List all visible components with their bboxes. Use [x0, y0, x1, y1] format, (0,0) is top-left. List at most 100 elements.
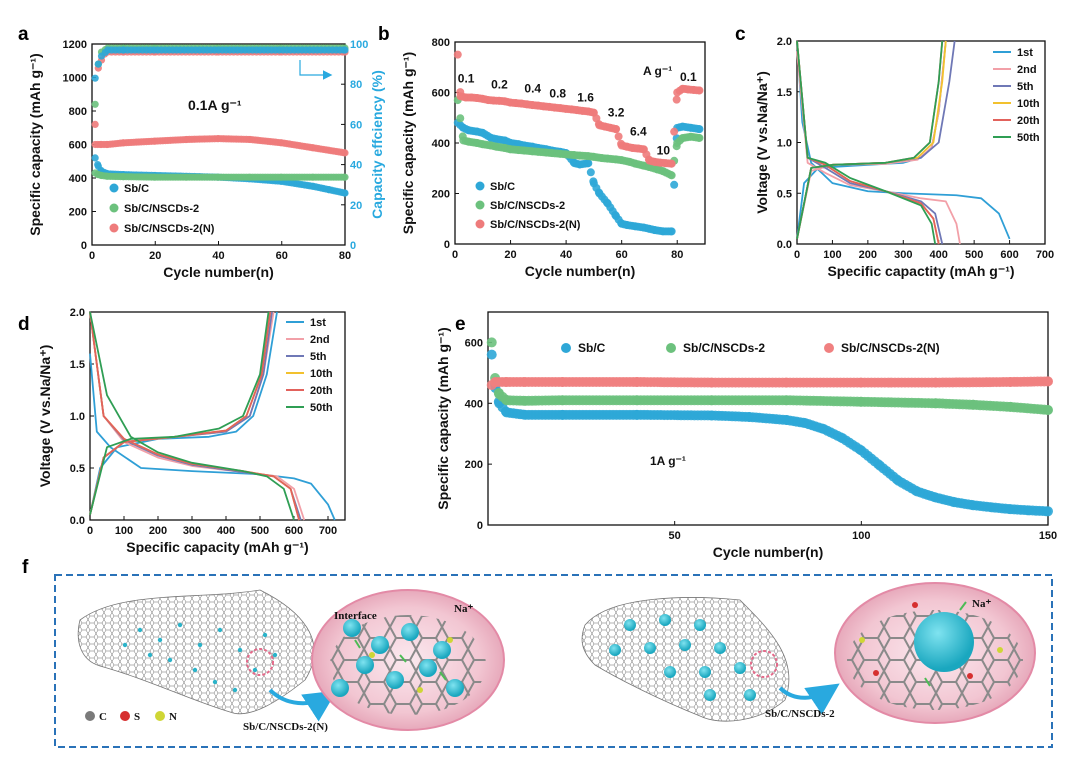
x-tick-label: 700	[1036, 249, 1054, 261]
point-sb-c-nscds-2-n-	[453, 50, 462, 59]
y-tick-label: 200	[69, 207, 87, 219]
legend-marker	[109, 183, 119, 193]
legend-label: 20th	[1017, 115, 1040, 127]
curve-50th-charge	[796, 40, 944, 240]
y-axis-label: Voltage (V vs.Na/Na⁺)	[754, 71, 770, 214]
y2-axis-label: Capacity effciency (%)	[369, 70, 385, 219]
panel-label-d: d	[18, 314, 30, 335]
legend-label: 2nd	[1017, 64, 1037, 76]
legend-label: 50th	[1017, 132, 1040, 144]
atom-c-icon	[85, 711, 95, 721]
point-sb-c	[341, 189, 349, 197]
atom-n-label: N	[169, 711, 177, 723]
rate-label: 0.1	[458, 71, 475, 85]
y-tick-label: 400	[69, 173, 87, 185]
rate-label: 0.4	[524, 82, 541, 96]
y-tick-label: 600	[69, 140, 87, 152]
point-sb-c-nscds-2-n-	[614, 132, 623, 141]
arrow-right	[778, 683, 840, 715]
x-tick-label: 400	[217, 525, 235, 537]
point-sb-c	[1043, 506, 1053, 517]
y-tick-label: 0.5	[777, 188, 792, 200]
atom-s-label: S	[134, 711, 140, 723]
y-tick-label: 0.0	[70, 515, 85, 527]
arrow-left	[268, 688, 337, 722]
rate-unit-annotation: A g⁻¹	[643, 64, 672, 78]
panel-label-c: c	[735, 24, 746, 45]
point-ce-sb-c	[94, 60, 102, 68]
x-tick-label: 500	[251, 525, 269, 537]
y-axis-label: Specific capacity (mAh g⁻¹)	[435, 327, 451, 509]
point-sb-c	[695, 125, 704, 134]
y-tick-label: 1.5	[777, 87, 792, 99]
x-tick-label: 0	[87, 525, 93, 537]
x-tick-label: 600	[1000, 249, 1018, 261]
x-tick-label: 0	[794, 249, 800, 261]
graphene-sheet-left	[77, 589, 315, 715]
legend-marker	[109, 203, 119, 213]
point-sb-c	[486, 349, 497, 360]
x-tick-label: 150	[1039, 530, 1057, 542]
x-tick-label: 0	[89, 250, 95, 262]
y-tick-label: 1.0	[70, 411, 85, 423]
point-sb-c-nscds-2-n-	[341, 149, 349, 157]
y-tick-label: 2.0	[777, 36, 792, 48]
na-ion-label-left: Na⁺	[454, 603, 473, 615]
panel-label-f: f	[22, 557, 29, 578]
y-tick-label: 600	[465, 337, 483, 349]
x-axis-label: Specific capacity (mAh g⁻¹)	[126, 539, 308, 555]
rate-annotation: 1A g⁻¹	[650, 454, 686, 468]
legend-label: Sb/C/NSCDs-2	[490, 200, 565, 212]
point-ce-sb-c-nscds-2-n-	[91, 120, 99, 128]
curve-50th-discharge	[89, 311, 295, 521]
curve-1st-discharge	[89, 353, 336, 521]
point-sb-c	[584, 159, 593, 168]
rate-label: 0.1	[680, 70, 697, 84]
x-tick-label: 60	[616, 249, 628, 261]
y-axis-label: Specific capacity (mAh g⁻¹)	[400, 52, 416, 234]
y-tick-label: 0.0	[777, 239, 792, 251]
x-tick-label: 80	[671, 249, 683, 261]
point-sb-c-nscds-2-n-	[612, 125, 621, 134]
rate-label: 1.6	[577, 90, 594, 104]
x-tick-label: 300	[894, 249, 912, 261]
legend-marker	[475, 181, 485, 191]
y2-tick-label: 80	[350, 79, 362, 91]
graphene-sheet-right	[581, 597, 790, 722]
legend-marker	[475, 200, 485, 210]
point-sb-c	[670, 180, 679, 189]
y2-tick-label: 0	[350, 240, 356, 252]
panel-d: d 0 100 200 300 400 500 600 700 0.0 0.5 1.0 1.5 2.0 Sp…	[18, 307, 346, 555]
x-axis-label: Specific capactity (mAh g⁻¹)	[827, 263, 1014, 279]
y2-tick-label: 100	[350, 39, 368, 51]
legend-label: 10th	[1017, 98, 1040, 110]
y-tick-label: 2.0	[70, 307, 85, 319]
point-ce-sb-c-nscds-2	[91, 100, 99, 108]
zoom-ellipse-left: Interface Na⁺	[311, 589, 505, 731]
zoom-ellipse-right: Na⁺	[834, 582, 1036, 724]
rate-label: 0.8	[549, 87, 566, 101]
point-sb-c-nscds-2-n-	[1043, 376, 1053, 387]
point-sb-c-nscds-2-n-	[667, 159, 676, 168]
x-tick-label: 600	[285, 525, 303, 537]
point-sb-c-nscds-2	[695, 133, 704, 142]
x-tick-label: 20	[504, 249, 516, 261]
point-sb-c-nscds-2-n-	[695, 86, 704, 95]
plot-frame	[796, 40, 1046, 245]
y2-tick-label: 40	[350, 160, 362, 172]
y-tick-label: 0	[477, 520, 483, 532]
curve-50th-discharge	[796, 40, 937, 245]
x-tick-label: 200	[859, 249, 877, 261]
curve-20th-discharge	[89, 311, 300, 521]
y-tick-label: 0	[444, 239, 450, 251]
legend-marker	[109, 223, 119, 233]
schematic-frame	[54, 574, 1053, 748]
x-tick-label: 100	[823, 249, 841, 261]
curve-5th-discharge	[796, 40, 944, 245]
curve-10th-discharge	[796, 40, 940, 245]
legend-label: 1st	[310, 317, 326, 329]
point-sb-c-nscds-2-n-	[672, 95, 681, 104]
x-tick-label: 50	[669, 530, 681, 542]
